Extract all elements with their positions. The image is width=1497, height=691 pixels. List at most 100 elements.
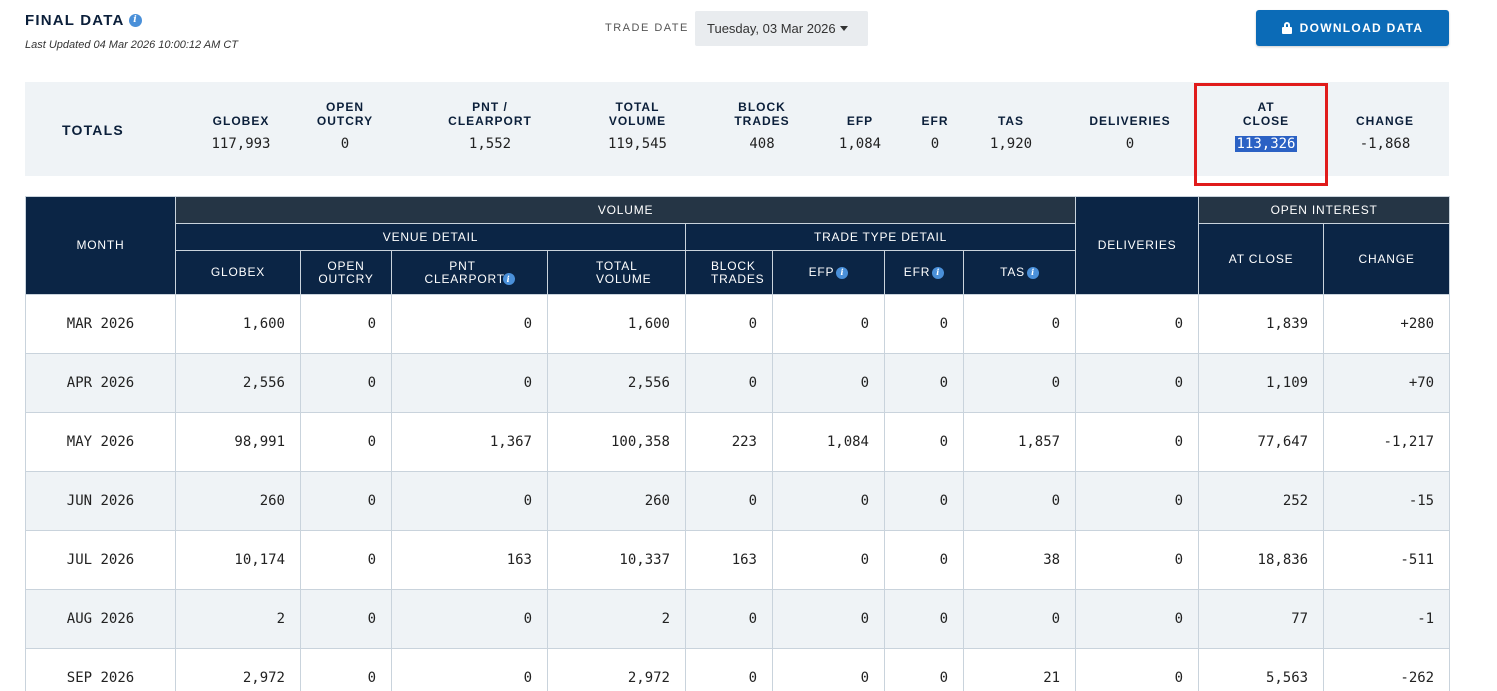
totals-col-value: -1,868 [1359, 136, 1411, 152]
cell-pnt: 0 [391, 294, 548, 354]
cell-month: SEP 2026 [25, 648, 176, 691]
totals-efp: EFP 1,084 [825, 100, 895, 152]
totals-col-value[interactable]: 113,326 [1235, 136, 1297, 152]
totals-efr: EFR 0 [910, 100, 960, 152]
cell-change: +280 [1323, 294, 1451, 354]
totals-col-value: 119,545 [607, 136, 667, 152]
table-row: APR 2026 2,556 0 0 2,556 0 0 0 0 0 1,109 +70 [25, 353, 1451, 413]
totals-globex: GLOBEX 117,993 [185, 100, 297, 152]
cell-tas: 21 [962, 648, 1077, 691]
totals-col-label: AT CLOSE [1242, 100, 1290, 128]
info-icon[interactable]: i [836, 266, 849, 279]
cell-tas: 0 [962, 353, 1077, 413]
th-block-trades: BLOCK TRADES [685, 250, 773, 295]
totals-open-outcry: OPEN OUTCRY 0 [309, 100, 381, 152]
cell-total: 1,600 [547, 294, 686, 354]
cell-globex: 260 [175, 471, 301, 531]
th-tas: TAS i [962, 250, 1077, 295]
totals-col-value: 0 [340, 136, 350, 152]
cell-efr: 0 [884, 530, 964, 590]
table-row: AUG 2026 2 0 0 2 0 0 0 0 0 77 -1 [25, 589, 1451, 649]
cell-open-outcry: 0 [300, 589, 392, 649]
totals-col-label: EFP [846, 114, 874, 128]
cell-deliveries: 0 [1075, 471, 1200, 531]
th-efp: EFP i [772, 250, 885, 295]
totals-deliveries: DELIVERIES 0 [1080, 100, 1180, 152]
lock-icon [1281, 22, 1292, 34]
th-open-interest: OPEN INTEREST [1198, 196, 1451, 224]
totals-bar: TOTALS GLOBEX 117,993 OPEN OUTCRY 0 PNT … [25, 82, 1449, 176]
cell-tas: 1,857 [962, 412, 1077, 472]
table-row: MAY 2026 98,991 0 1,367 100,358 223 1,084 0 1,85… [25, 412, 1451, 472]
cell-at-close: 5,563 [1198, 648, 1325, 691]
cell-month: MAY 2026 [25, 412, 176, 472]
totals-col-label: OPEN OUTCRY [316, 100, 374, 128]
table-row: JUN 2026 260 0 0 260 0 0 0 0 0 252 -15 [25, 471, 1451, 531]
cell-month: JUL 2026 [25, 530, 176, 590]
cell-total: 100,358 [547, 412, 686, 472]
cell-total: 2 [547, 589, 686, 649]
totals-col-label: EFR [921, 114, 949, 128]
cell-tas: 0 [962, 294, 1077, 354]
cell-change: +70 [1323, 353, 1451, 413]
cell-efr: 0 [884, 648, 964, 691]
info-icon[interactable]: i [128, 14, 142, 27]
cell-at-close: 252 [1198, 471, 1325, 531]
page-title-group: FINAL DATA i [25, 12, 142, 29]
totals-col-value: 1,084 [838, 136, 882, 152]
info-icon[interactable]: i [932, 266, 945, 279]
totals-pnt-clearport: PNT / CLEARPORT 1,552 [445, 100, 535, 152]
totals-col-label: DELIVERIES [1089, 114, 1171, 128]
totals-label: TOTALS [62, 122, 124, 138]
info-icon[interactable]: i [1026, 266, 1039, 279]
cell-at-close: 77,647 [1198, 412, 1325, 472]
cell-total: 260 [547, 471, 686, 531]
th-tas-label: TAS [1000, 265, 1025, 279]
cell-globex: 98,991 [175, 412, 301, 472]
cell-pnt: 0 [391, 471, 548, 531]
cell-total: 2,556 [547, 353, 686, 413]
cell-efr: 0 [884, 353, 964, 413]
totals-at-close: AT CLOSE 113,326 [1221, 100, 1311, 152]
cell-block: 0 [685, 648, 773, 691]
totals-col-value: 408 [749, 136, 775, 152]
cell-block: 0 [685, 471, 773, 531]
cell-total: 10,337 [547, 530, 686, 590]
th-pnt-clearport-label: PNT CLEARPORT [424, 258, 505, 286]
th-volume: VOLUME [174, 196, 1077, 224]
totals-col-value: 0 [1125, 136, 1135, 152]
cell-at-close: 1,839 [1198, 294, 1325, 354]
th-deliveries: DELIVERIES [1075, 196, 1200, 295]
cell-pnt: 163 [391, 530, 548, 590]
info-icon[interactable]: i [502, 273, 515, 286]
cell-globex: 10,174 [175, 530, 301, 590]
cell-efr: 0 [884, 412, 964, 472]
totals-col-value: 1,552 [468, 136, 512, 152]
cell-tas: 0 [962, 471, 1077, 531]
cell-month: AUG 2026 [25, 589, 176, 649]
cell-efp: 1,084 [772, 412, 885, 472]
th-trade-type-detail: TRADE TYPE DETAIL [684, 223, 1077, 251]
th-efp-label: EFP [808, 265, 835, 279]
cell-tas: 0 [962, 589, 1077, 649]
cell-deliveries: 0 [1075, 589, 1200, 649]
th-change: CHANGE [1323, 223, 1451, 295]
th-efr: EFR i [884, 250, 964, 295]
totals-col-value: 1,920 [989, 136, 1033, 152]
cell-deliveries: 0 [1075, 530, 1200, 590]
totals-col-label: TOTAL VOLUME [608, 100, 667, 128]
table-row: SEP 2026 2,972 0 0 2,972 0 0 0 21 0 5,563 -262 [25, 648, 1451, 691]
th-globex: GLOBEX [175, 250, 301, 295]
trade-date-select[interactable]: Tuesday, 03 Mar 2026 [695, 11, 868, 46]
cell-efr: 0 [884, 589, 964, 649]
totals-col-value: 0 [930, 136, 940, 152]
cell-total: 2,972 [547, 648, 686, 691]
cell-block: 0 [685, 589, 773, 649]
cell-globex: 2 [175, 589, 301, 649]
table-body: MAR 2026 1,600 0 0 1,600 0 0 0 0 0 1,839 +280 APR 20… [25, 294, 1451, 691]
cell-pnt: 0 [391, 648, 548, 691]
cell-globex: 2,556 [175, 353, 301, 413]
download-data-button[interactable]: DOWNLOAD DATA [1256, 10, 1449, 46]
th-efr-label: EFR [903, 265, 931, 279]
cell-at-close: 77 [1198, 589, 1325, 649]
